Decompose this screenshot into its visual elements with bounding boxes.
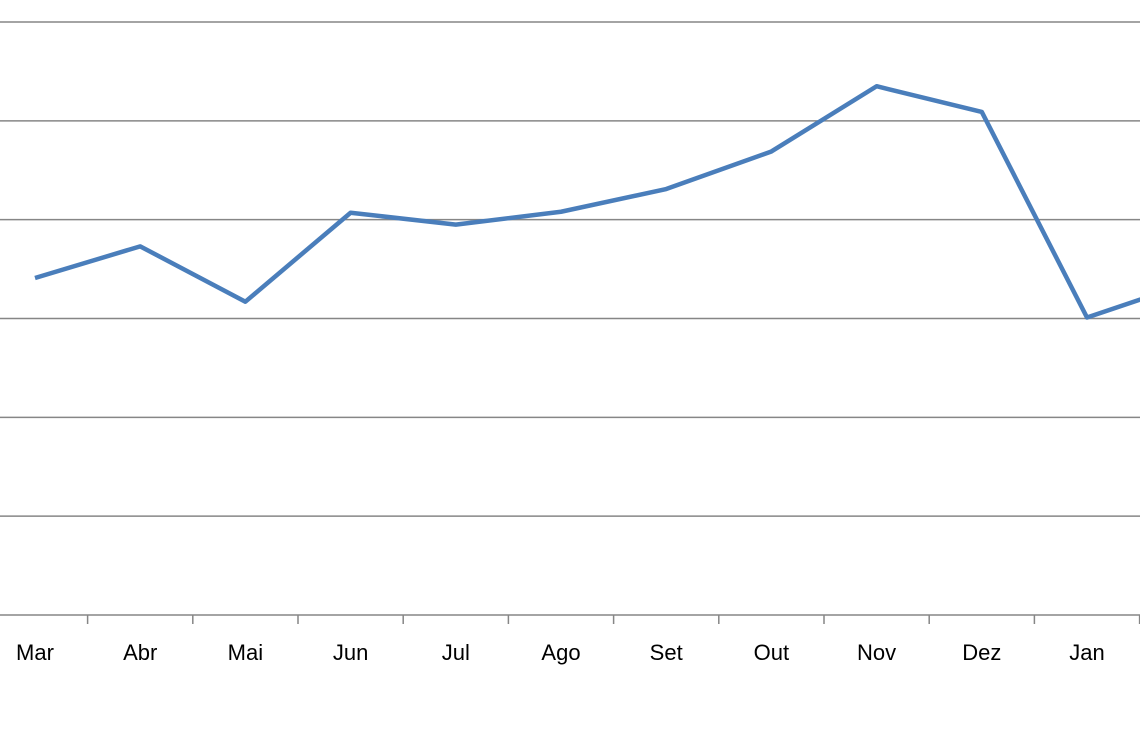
x-tick-label: Dez [962,640,1001,665]
x-tick-label: Set [650,640,683,665]
data-line [34,83,1140,320]
x-tick-label: Abr [123,640,157,665]
x-tick-label: Nov [857,640,896,665]
x-tick-label: Ago [541,640,580,665]
x-tick-label: Jan [1069,640,1104,665]
x-tick-label: Mai [228,640,263,665]
x-tick-label: Out [754,640,789,665]
x-tick-label: Jul [442,640,470,665]
x-tick-label: Mar [16,640,54,665]
x-tick-label: Jun [333,640,368,665]
